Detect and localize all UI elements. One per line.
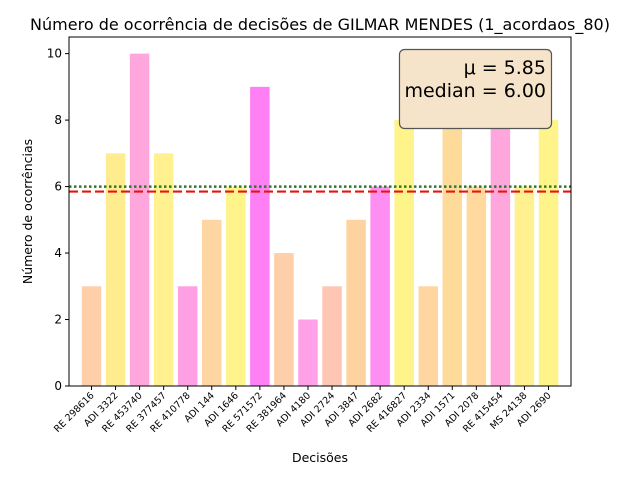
bar-adi-144 bbox=[202, 219, 222, 386]
bar-adi-3847 bbox=[346, 219, 366, 386]
bar-adi-2724 bbox=[322, 286, 342, 386]
y-axis-ticks: 0 2 4 6 8 10 bbox=[47, 47, 69, 393]
stats-box: μ = 5.85 median = 6.00 bbox=[398, 48, 553, 130]
bar-adi-2078 bbox=[466, 186, 487, 386]
bar-ms-24138 bbox=[514, 186, 535, 386]
bar-adi-4180 bbox=[298, 319, 318, 386]
bar-re-381964 bbox=[274, 253, 294, 386]
bar-re-571572 bbox=[250, 86, 270, 386]
bar-adi-2682 bbox=[370, 186, 390, 386]
y-tick-label: 10 bbox=[47, 47, 62, 61]
stats-box-frame bbox=[398, 48, 553, 130]
y-axis-label: Número de ocorrências bbox=[20, 139, 35, 284]
y-tick-label: 2 bbox=[54, 313, 62, 327]
bar-adi-3322 bbox=[105, 153, 126, 386]
y-tick-label: 0 bbox=[54, 379, 62, 393]
bar-re-410778 bbox=[177, 286, 198, 386]
mean-label: μ = 5.85 bbox=[464, 57, 546, 79]
bar-re-377457 bbox=[153, 153, 174, 386]
median-label: median = 6.00 bbox=[404, 80, 546, 102]
bar-adi-2690 bbox=[538, 120, 559, 386]
chart-title: Número de ocorrência de decisões de GILM… bbox=[30, 15, 610, 35]
bar-adi-1646 bbox=[226, 186, 246, 386]
bar-re-453740 bbox=[129, 53, 150, 386]
reference-lines bbox=[69, 185, 571, 193]
y-tick-label: 4 bbox=[54, 246, 62, 260]
bar-re-298616 bbox=[81, 286, 102, 386]
y-tick-label: 8 bbox=[54, 113, 62, 127]
plot-frame bbox=[68, 36, 572, 387]
bar-adi-2334 bbox=[418, 286, 438, 386]
bar-re-415454 bbox=[490, 120, 511, 386]
bar-re-416827 bbox=[394, 120, 414, 386]
y-tick-label: 6 bbox=[54, 180, 62, 194]
x-axis-label: Decisões bbox=[292, 450, 348, 465]
bar-adi-1571 bbox=[442, 120, 463, 386]
